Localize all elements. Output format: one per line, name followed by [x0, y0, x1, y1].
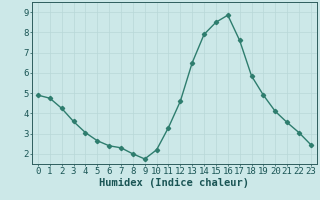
X-axis label: Humidex (Indice chaleur): Humidex (Indice chaleur): [100, 178, 249, 188]
